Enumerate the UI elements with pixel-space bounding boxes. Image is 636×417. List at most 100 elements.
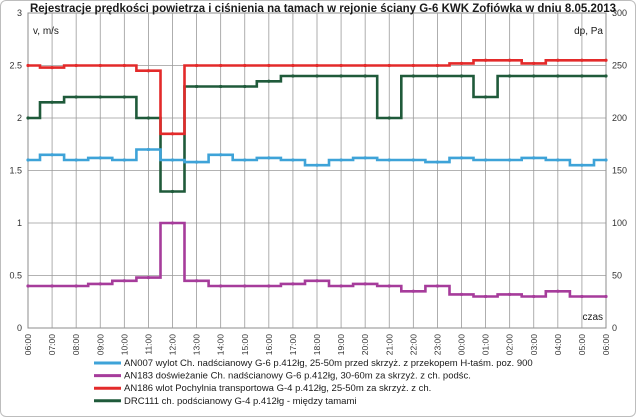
series-point: [483, 158, 488, 162]
series-point: [435, 63, 440, 68]
series-point: [291, 158, 295, 162]
chart-title: Rejestracje prędkości powietrza i ciśnie…: [30, 3, 616, 15]
x-tick-label: 21:00: [384, 334, 394, 356]
series-point: [98, 282, 102, 286]
series-point: [556, 289, 560, 293]
series-point: [363, 63, 367, 68]
y-left-tick-label: 2.5: [9, 61, 22, 71]
series-point: [483, 58, 488, 62]
series-point: [387, 63, 391, 68]
series-point: [532, 294, 536, 299]
x-tick-label: 06:00: [23, 334, 33, 356]
legend-label: AN007 wylot Ch. nadścianowy G-6 p.412łg,…: [124, 358, 533, 369]
series-point: [411, 74, 415, 78]
x-tick-label: 02:00: [505, 334, 515, 356]
series-point: [435, 160, 440, 164]
x-tick-label: 06:00: [601, 334, 611, 356]
series-point: [50, 100, 54, 104]
series-point: [194, 160, 199, 164]
series-line: [28, 221, 606, 298]
x-tick-label: 18:00: [312, 334, 322, 356]
legend-label: AN186 wlot Pochylnia transportowa G-4 p.…: [124, 383, 431, 394]
series-line: [28, 59, 606, 136]
x-tick-label: 11:00: [143, 334, 153, 355]
y-right-tick-label: 250: [612, 61, 627, 71]
series-point: [194, 63, 199, 68]
series-point: [508, 74, 512, 78]
series-point: [74, 158, 78, 162]
series-point: [363, 282, 367, 286]
series-point: [219, 153, 223, 157]
series-point: [508, 58, 512, 62]
x-tick-label: 00:00: [457, 334, 467, 356]
series-point: [146, 116, 151, 120]
x-tick-label: 10:00: [119, 334, 129, 356]
series-point: [411, 158, 415, 162]
series-point: [267, 284, 271, 288]
series-point: [194, 84, 199, 89]
series-point: [580, 74, 584, 78]
series-point: [26, 116, 30, 120]
series-point: [339, 284, 343, 288]
series-point: [170, 158, 175, 162]
x-tick-label: 09:00: [95, 334, 105, 356]
x-tick-label: 20:00: [360, 334, 370, 356]
series-point: [532, 156, 536, 160]
series-point: [604, 158, 608, 162]
series-point: [411, 289, 415, 293]
y-left-tick-label: 3: [17, 8, 22, 18]
series-point: [243, 84, 247, 89]
x-tick-label: 01:00: [481, 334, 491, 356]
series-point: [50, 284, 54, 288]
series-point: [339, 63, 343, 68]
x-tick-label: 13:00: [192, 334, 202, 356]
y-left-tick-label: 2: [17, 113, 22, 123]
series-point: [122, 63, 126, 68]
series-point: [170, 189, 175, 194]
series-point: [219, 284, 223, 288]
y-left-tick-label: 0.5: [9, 271, 22, 281]
series-point: [580, 58, 584, 62]
series-point: [387, 116, 391, 120]
series-point: [556, 74, 560, 78]
series-point: [315, 74, 319, 78]
x-tick-label: 07:00: [47, 334, 57, 356]
x-tick-label: 03:00: [529, 334, 539, 356]
series-point: [98, 63, 102, 68]
legend-label: DRC111 ch. podścianowy G-4 p.412łg - mię…: [124, 396, 357, 407]
series-point: [315, 163, 319, 167]
series-point: [170, 221, 175, 225]
series-point: [459, 61, 464, 65]
series-point: [532, 61, 536, 65]
x-tick-label: 08:00: [71, 334, 81, 356]
series-point: [219, 63, 223, 68]
x-tick-label: 16:00: [264, 334, 274, 356]
series-line: [28, 148, 606, 167]
series-point: [604, 294, 608, 299]
series-point: [435, 74, 440, 78]
y-left-tick-label: 0: [17, 323, 22, 333]
series-point: [243, 284, 247, 288]
y-right-tick-label: 150: [612, 166, 627, 176]
series-point: [122, 95, 126, 99]
series-point: [267, 63, 271, 68]
series-point: [580, 163, 584, 167]
series-point: [435, 284, 440, 288]
x-tick-label: 23:00: [432, 334, 442, 356]
series-point: [194, 279, 199, 283]
series-point: [170, 132, 175, 136]
series-point: [604, 58, 608, 62]
series-point: [339, 158, 343, 162]
x-tick-label: 05:00: [577, 334, 587, 356]
y-right-tick-label: 0: [612, 323, 617, 333]
series-point: [26, 63, 30, 68]
x-axis-label: czas: [582, 312, 603, 323]
series-point: [483, 95, 488, 99]
x-tick-label: 12:00: [168, 334, 178, 356]
y-right-tick-label: 100: [612, 218, 627, 228]
series-point: [50, 153, 54, 157]
series-line: [28, 74, 606, 193]
y-left-tick-label: 1.5: [9, 166, 22, 176]
series-point: [122, 279, 126, 283]
